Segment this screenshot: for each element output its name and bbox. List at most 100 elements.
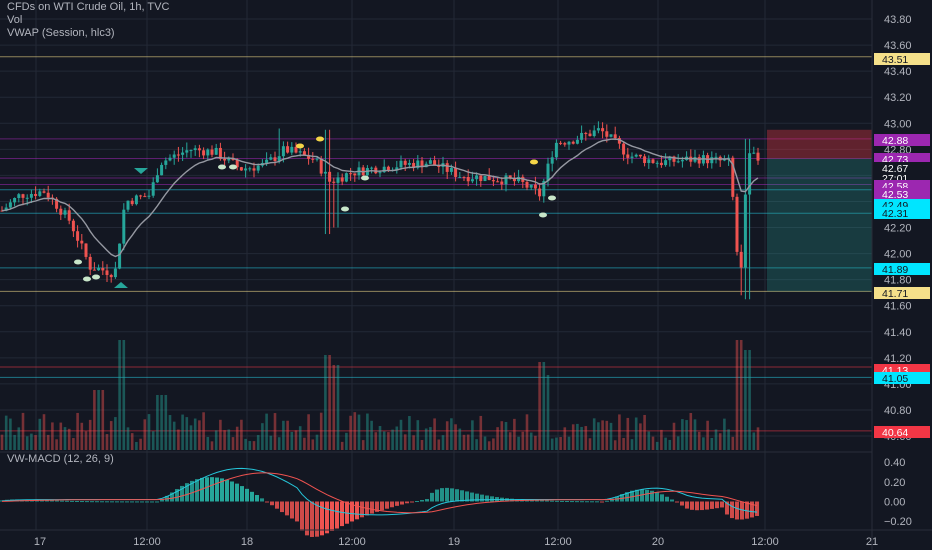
candle xyxy=(181,147,185,161)
time-scale[interactable]: 17 12:00 18 12:00 19 12:00 20 12:00 21 xyxy=(34,536,878,548)
macd-histogram-bar xyxy=(475,493,479,502)
volume-bar xyxy=(193,418,197,450)
volume-bar xyxy=(420,439,424,450)
volume-bar xyxy=(366,413,369,450)
volume-bar xyxy=(97,390,100,450)
volume-bar xyxy=(504,422,508,450)
volume-bar xyxy=(38,418,42,450)
volume-bar xyxy=(597,422,600,450)
volume-bar xyxy=(622,437,625,450)
volume-bar xyxy=(479,415,483,450)
candle xyxy=(722,155,726,162)
volume-bar xyxy=(647,431,651,450)
candle xyxy=(487,168,491,181)
volume-bar xyxy=(508,432,512,450)
macd-histogram-bar xyxy=(750,501,754,518)
volume-bar xyxy=(735,340,739,450)
candle xyxy=(189,149,193,158)
candle xyxy=(130,197,134,206)
macd-histogram-bar xyxy=(95,501,99,503)
signal-dot xyxy=(316,136,324,142)
volume-bar xyxy=(160,395,163,450)
candle xyxy=(97,264,101,271)
macd-histogram-bar xyxy=(655,492,659,502)
candle xyxy=(752,146,756,154)
macd-histogram-bar xyxy=(125,501,129,503)
svg-text:42.88: 42.88 xyxy=(882,135,908,147)
candle xyxy=(601,122,605,139)
volume-bar xyxy=(130,433,134,450)
volume-bar xyxy=(282,420,285,450)
candle xyxy=(302,148,306,156)
symbol-legend[interactable]: CFDs on WTI Crude Oil, 1h, TVC xyxy=(7,1,170,13)
position-box[interactable] xyxy=(767,129,872,292)
macd-histogram-bar xyxy=(120,501,124,503)
macd-histogram-bar xyxy=(400,501,404,505)
macd-histogram-bar xyxy=(690,501,694,510)
volume-bar xyxy=(702,437,705,450)
volume-bar xyxy=(374,432,378,450)
time-tick-label: 12:00 xyxy=(751,536,779,548)
volume-bar xyxy=(198,420,201,450)
volume-bar xyxy=(265,413,268,450)
volume-legend[interactable]: Vol xyxy=(7,14,23,26)
volume-bar xyxy=(399,419,403,450)
volume-bar xyxy=(9,418,12,450)
macd-histogram-bar xyxy=(385,501,389,509)
macd-histogram-bar xyxy=(170,492,174,502)
candle xyxy=(659,155,663,168)
svg-text:40.64: 40.64 xyxy=(882,427,908,439)
volume-bar xyxy=(483,436,487,450)
candle xyxy=(563,141,567,147)
candle xyxy=(185,142,189,158)
macd-histogram-bar xyxy=(660,494,664,502)
signal-dot xyxy=(296,143,304,149)
macd-histogram-bar xyxy=(305,501,309,536)
macd-histogram-bar xyxy=(195,479,199,502)
volume-bar xyxy=(697,431,701,450)
candle xyxy=(42,188,46,194)
volume-bar xyxy=(185,417,189,450)
volume-bar xyxy=(214,430,218,450)
volume-bar xyxy=(563,427,567,450)
volume-bar xyxy=(126,427,130,450)
volume-bar xyxy=(605,420,609,450)
volume-bar xyxy=(80,422,84,450)
volume-bar xyxy=(626,417,630,450)
price-tag: 41.05 xyxy=(874,372,930,385)
macd-histogram-bar xyxy=(470,492,474,502)
candle xyxy=(176,146,180,162)
price-tick-label: 41.40 xyxy=(884,327,912,339)
volume-bar xyxy=(433,418,436,450)
candle xyxy=(638,154,642,158)
volume-bar xyxy=(588,438,592,450)
volume-bar xyxy=(450,418,453,450)
volume-bar xyxy=(634,417,638,450)
volume-bar xyxy=(689,412,693,450)
volume-bar xyxy=(584,426,588,450)
volume-bar xyxy=(84,431,88,450)
vwap-legend[interactable]: VWAP (Session, hlc3) xyxy=(7,27,115,39)
signal-triangle xyxy=(134,168,148,174)
signal-markers xyxy=(74,136,556,288)
volume-bar xyxy=(286,420,289,450)
volume-bar xyxy=(252,441,256,450)
macd-histogram-bar xyxy=(155,501,159,503)
volume-bar xyxy=(517,436,520,450)
macd-scale[interactable]: 0.40 0.20 0.00 −0.20 xyxy=(884,457,912,528)
candle xyxy=(710,151,714,169)
volume-bar xyxy=(500,421,504,450)
macd-histogram-bar xyxy=(445,487,449,502)
volume-bar xyxy=(168,415,172,450)
price-tag: 42.88 xyxy=(874,134,930,147)
svg-text:41.05: 41.05 xyxy=(882,373,908,385)
candle xyxy=(206,148,210,161)
candle xyxy=(134,194,138,206)
volume-bar xyxy=(223,430,226,450)
macd-legend[interactable]: VW-MACD (12, 26, 9) xyxy=(7,453,114,465)
volume-bar xyxy=(559,437,562,450)
price-tick-label: 43.20 xyxy=(884,92,912,104)
volume-bar xyxy=(378,426,382,450)
